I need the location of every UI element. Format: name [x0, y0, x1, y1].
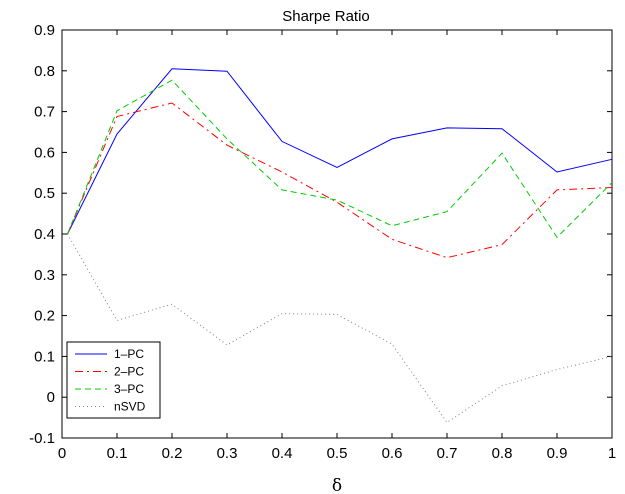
series-line-2: [67, 79, 613, 239]
legend-label: 2–PC: [114, 365, 144, 379]
y-tick-label: 0: [47, 389, 55, 406]
x-tick-label: 0.6: [382, 445, 403, 462]
x-tick-label: 0.1: [107, 445, 128, 462]
y-tick-label: 0.9: [34, 22, 55, 39]
x-tick-label: 0: [58, 445, 66, 462]
y-tick-label: -0.1: [29, 430, 55, 447]
series-lines: [67, 68, 613, 424]
chart-title: Sharpe Ratio: [282, 8, 370, 25]
x-tick-label: 0.9: [547, 445, 568, 462]
y-tick-label: 0.6: [34, 144, 55, 161]
x-tick-label: 0.4: [272, 445, 293, 462]
y-tick-label: 0.8: [34, 63, 55, 80]
x-tick-label: 0.7: [437, 445, 458, 462]
y-tick-label: 0.1: [34, 348, 55, 365]
y-tick-label: 0.2: [34, 308, 55, 325]
x-tick-label: 0.2: [162, 445, 183, 462]
series-line-1: [67, 102, 613, 259]
x-tick-label: 0.3: [217, 445, 238, 462]
y-tick-label: 0.5: [34, 185, 55, 202]
x-tick-label: 0.5: [327, 445, 348, 462]
legend-box: [66, 341, 161, 419]
x-tick-label: 1: [608, 445, 616, 462]
y-tick-label: 0.7: [34, 104, 55, 121]
y-tick-label: 0.4: [34, 226, 55, 243]
legend: 1–PC 2–PC 3–PC nSVD: [66, 341, 161, 419]
x-tick-label: 0.8: [492, 445, 513, 462]
legend-label: 1–PC: [114, 347, 144, 361]
legend-label: 3–PC: [114, 382, 144, 396]
legend-label: nSVD: [114, 400, 146, 414]
y-tick-label: 0.3: [34, 267, 55, 284]
x-axis-label: δ: [332, 476, 342, 494]
axis-ticks: 0 0.1 0.2 0.3 0.4 0.5 0.6 0.7 0.8 0.9 1-0.100.10.2…: [29, 22, 616, 462]
